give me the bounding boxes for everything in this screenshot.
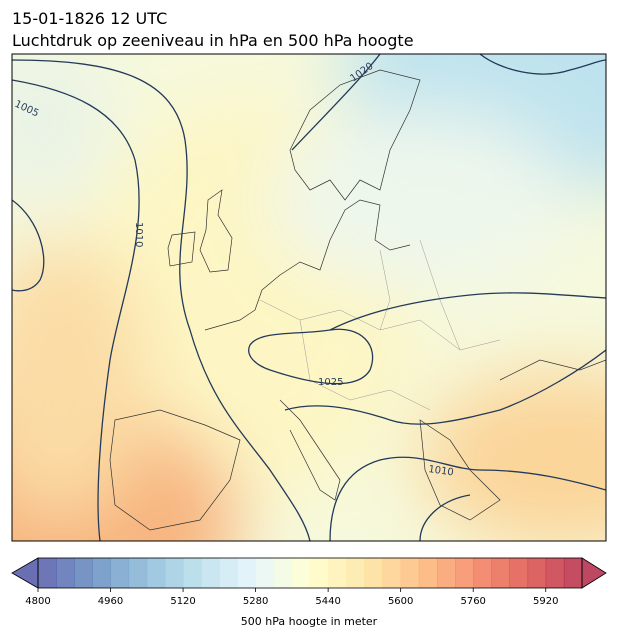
colorbar-segment [418, 558, 438, 588]
colorbar-segment [183, 558, 202, 588]
colorbar-segment [509, 558, 529, 588]
colorbar-segment [219, 558, 238, 588]
colorbar-segment [455, 558, 474, 588]
contour-label: 1010 [133, 222, 144, 247]
colorbar-extend-high [581, 557, 607, 589]
colorbar-segment [400, 558, 420, 588]
colorbar-segment [237, 558, 257, 588]
colorbar-segment [273, 558, 293, 588]
borders [259, 239, 501, 411]
colorbar: 4800 4960 5120 5280 5440 5600 5760 5920 [11, 557, 607, 607]
date-title: 15-01-1826 12 UTC [12, 9, 167, 28]
colorbar-tick-label: 4960 [98, 596, 123, 607]
colorbar-segment [201, 558, 220, 588]
colorbar-tick-label: 4800 [25, 596, 50, 607]
colorbar-segment [545, 558, 565, 588]
colorbar-segment [310, 558, 329, 588]
colorbar-tick-label: 5440 [315, 596, 340, 607]
colorbar-segment [38, 558, 57, 588]
contour-label: 1025 [318, 377, 343, 388]
colorbar-extend-low [11, 557, 39, 589]
colorbar-tick-label: 5760 [460, 596, 485, 607]
coastlines [109, 69, 606, 531]
colorbar-segment [74, 558, 93, 588]
colorbar-tick-label: 5600 [388, 596, 413, 607]
colorbar-segment [56, 558, 75, 588]
colorbar-segment [436, 558, 456, 588]
colorbar-segment [328, 558, 347, 588]
colorbar-segment [473, 558, 492, 588]
map-title: Luchtdruk op zeeniveau in hPa en 500 hPa… [12, 31, 414, 50]
colorbar-segment [92, 558, 112, 588]
contour-label: 1010 [428, 464, 455, 478]
colorbar-segment [382, 558, 402, 588]
colorbar-segment [527, 558, 547, 588]
colorbar-frame [37, 557, 583, 589]
colorbar-tick-label: 5280 [243, 596, 268, 607]
colorbar-segment [346, 558, 365, 588]
colorbar-tick-label: 5120 [170, 596, 195, 607]
colorbar-segment [164, 558, 184, 588]
colorbar-segment [364, 558, 384, 588]
colorbar-segment [146, 558, 166, 588]
colorbar-segment [255, 558, 275, 588]
colorbar-segment [110, 558, 130, 588]
colorbar-segment [128, 558, 148, 588]
colorbar-segment [491, 558, 510, 588]
colorbar-tick-label: 5920 [533, 596, 558, 607]
map-frame [11, 53, 607, 542]
colorbar-segment [291, 558, 311, 588]
pressure-contours [12, 54, 606, 541]
colorbar-label: 500 hPa hoogte in meter [241, 615, 378, 628]
colorbar-segment [563, 558, 583, 588]
